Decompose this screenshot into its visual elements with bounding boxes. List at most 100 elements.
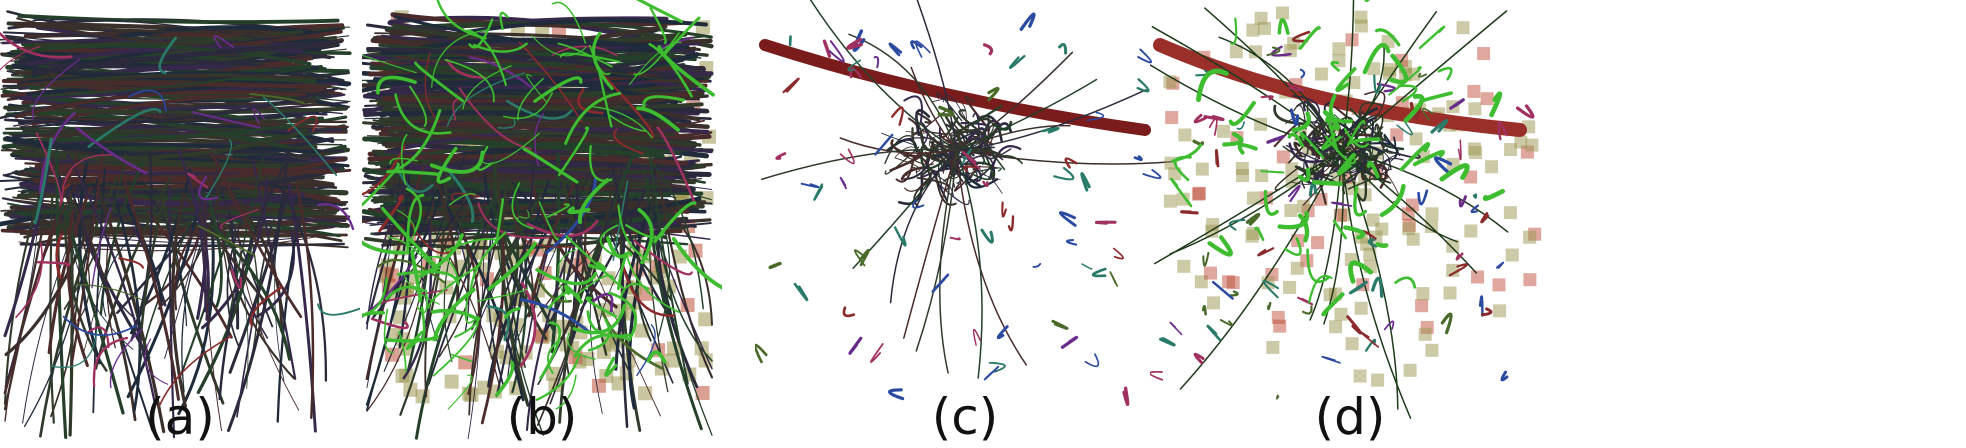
overlay-block bbox=[1523, 273, 1537, 287]
fiber bbox=[1222, 131, 1244, 147]
fragment bbox=[1299, 68, 1306, 79]
fiber bbox=[936, 92, 963, 122]
fiber bbox=[32, 18, 321, 53]
fragment bbox=[1376, 82, 1397, 93]
fiber bbox=[66, 153, 157, 407]
fiber bbox=[450, 353, 473, 362]
fiber bbox=[656, 224, 699, 389]
fiber bbox=[17, 44, 312, 66]
fiber bbox=[432, 322, 479, 377]
fragment bbox=[1367, 237, 1378, 248]
overlay-block bbox=[1283, 280, 1297, 294]
fiber bbox=[366, 154, 404, 389]
fragment bbox=[1481, 307, 1493, 317]
fragment bbox=[1084, 353, 1100, 368]
fiber bbox=[18, 71, 324, 84]
fiber bbox=[592, 106, 653, 139]
fiber bbox=[955, 124, 1071, 151]
fragment bbox=[1219, 319, 1234, 327]
fiber bbox=[522, 147, 579, 184]
overlay-block bbox=[1333, 208, 1347, 222]
fiber bbox=[1321, 292, 1345, 317]
fiber bbox=[362, 145, 406, 196]
fiber bbox=[587, 319, 611, 352]
fiber bbox=[210, 152, 303, 319]
fragment bbox=[842, 306, 856, 318]
overlay-block bbox=[1503, 206, 1517, 220]
fiber bbox=[493, 160, 544, 436]
fiber bbox=[1316, 132, 1337, 144]
fiber bbox=[386, 169, 441, 176]
fiber bbox=[83, 190, 128, 354]
fragment bbox=[1009, 55, 1026, 69]
overlay-block bbox=[1229, 45, 1243, 59]
fiber bbox=[8, 111, 331, 123]
fragment bbox=[1095, 220, 1117, 225]
overlay-block bbox=[1363, 247, 1377, 261]
fiber bbox=[1283, 237, 1302, 256]
fiber bbox=[1304, 123, 1323, 142]
fragment bbox=[1228, 290, 1239, 297]
fiber bbox=[462, 65, 512, 110]
fiber bbox=[655, 223, 713, 362]
fragment bbox=[1266, 135, 1285, 144]
fragment bbox=[1060, 335, 1079, 349]
fiber bbox=[627, 212, 658, 410]
fiber bbox=[1482, 188, 1506, 201]
fragment bbox=[1150, 370, 1164, 381]
fiber bbox=[204, 196, 222, 432]
fiber bbox=[138, 194, 166, 350]
fiber bbox=[427, 263, 482, 309]
fiber-render-a bbox=[0, 10, 360, 439]
fiber bbox=[955, 89, 1147, 151]
fiber bbox=[158, 335, 233, 407]
fiber bbox=[249, 92, 306, 105]
fragment bbox=[813, 183, 824, 201]
fiber bbox=[1379, 183, 1406, 218]
fiber bbox=[1263, 189, 1279, 216]
overlay-block bbox=[1371, 373, 1385, 387]
fragment bbox=[1122, 386, 1130, 406]
fiber bbox=[1325, 116, 1338, 151]
fragment bbox=[849, 67, 863, 79]
fiber bbox=[551, 45, 618, 57]
fragment bbox=[1448, 263, 1468, 277]
fiber bbox=[588, 261, 607, 271]
fiber bbox=[535, 353, 581, 401]
fiber bbox=[577, 88, 604, 115]
fiber bbox=[1297, 213, 1310, 243]
fragment bbox=[1364, 338, 1377, 352]
fiber bbox=[599, 224, 619, 257]
fiber bbox=[362, 311, 385, 318]
fragment bbox=[891, 106, 904, 126]
fiber bbox=[958, 109, 987, 137]
fiber bbox=[207, 195, 223, 308]
fragment bbox=[937, 105, 955, 117]
fiber bbox=[1437, 66, 1453, 81]
fiber bbox=[1422, 91, 1453, 103]
fragment bbox=[980, 228, 994, 244]
fiber bbox=[144, 338, 169, 385]
fiber bbox=[58, 193, 125, 415]
fiber bbox=[280, 188, 328, 382]
overlay-block bbox=[1165, 111, 1179, 124]
fiber bbox=[468, 18, 494, 49]
fragment bbox=[914, 40, 931, 58]
fiber bbox=[889, 153, 922, 172]
fiber bbox=[573, 333, 632, 358]
fiber bbox=[448, 207, 470, 302]
fiber bbox=[1170, 177, 1193, 208]
overlay-block bbox=[1217, 124, 1230, 138]
overlay-block bbox=[1469, 146, 1483, 160]
fiber bbox=[649, 7, 667, 45]
fiber bbox=[75, 183, 136, 320]
fiber bbox=[570, 210, 661, 417]
fiber bbox=[1374, 146, 1391, 175]
fiber bbox=[1298, 26, 1321, 50]
fragment bbox=[1478, 295, 1484, 317]
fiber bbox=[1254, 226, 1265, 241]
fiber bbox=[988, 176, 1003, 194]
fiber bbox=[1309, 149, 1343, 321]
caption-c: (c) bbox=[931, 388, 999, 446]
fragment bbox=[1193, 352, 1205, 365]
